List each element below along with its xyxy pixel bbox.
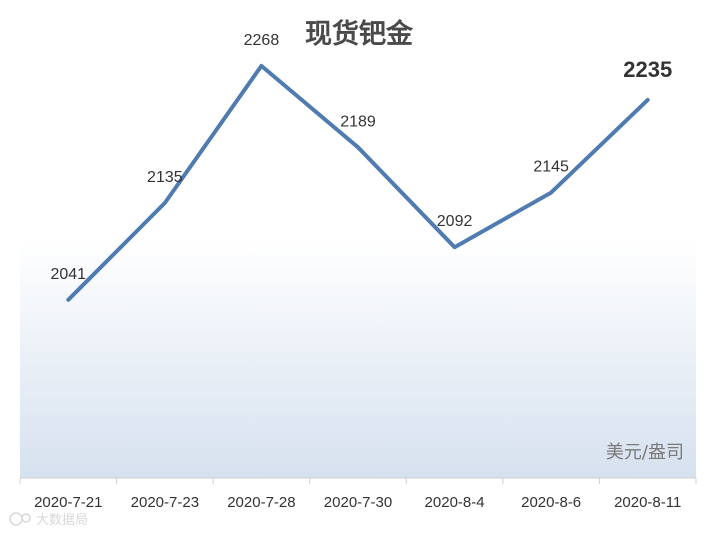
x-tick-label: 2020-8-6 bbox=[521, 494, 581, 511]
data-label: 2189 bbox=[340, 113, 376, 130]
data-label: 2235 bbox=[623, 57, 672, 82]
data-label: 2145 bbox=[533, 159, 569, 176]
x-axis-tick-labels: 2020-7-21 2020-7-23 2020-7-28 2020-7-30 2020… bbox=[34, 494, 681, 511]
chart-title: 现货钯金 bbox=[305, 18, 414, 50]
x-axis-ticks bbox=[19, 478, 697, 484]
watermark: 大数据局 bbox=[9, 512, 88, 528]
watermark-text: 大数据局 bbox=[36, 513, 88, 528]
x-tick-label: 2020-7-23 bbox=[131, 494, 199, 511]
x-tick-label: 2020-7-30 bbox=[324, 494, 392, 511]
data-label: 2041 bbox=[50, 266, 86, 283]
x-tick-label: 2020-7-21 bbox=[34, 494, 102, 511]
data-label: 2268 bbox=[244, 32, 280, 49]
plot-area-background bbox=[20, 240, 696, 478]
unit-label: 美元/盎司 bbox=[606, 442, 684, 463]
series-line bbox=[66, 63, 650, 302]
x-tick-label: 2020-8-11 bbox=[614, 494, 681, 511]
x-tick-label: 2020-7-28 bbox=[227, 494, 295, 511]
data-label: 2092 bbox=[437, 213, 473, 230]
logo-icon bbox=[9, 512, 31, 526]
x-tick-label: 2020-8-4 bbox=[425, 494, 485, 511]
data-labels: 2041 2135 2268 2189 2092 2145 2235 bbox=[50, 32, 672, 283]
data-label: 2135 bbox=[147, 169, 183, 186]
